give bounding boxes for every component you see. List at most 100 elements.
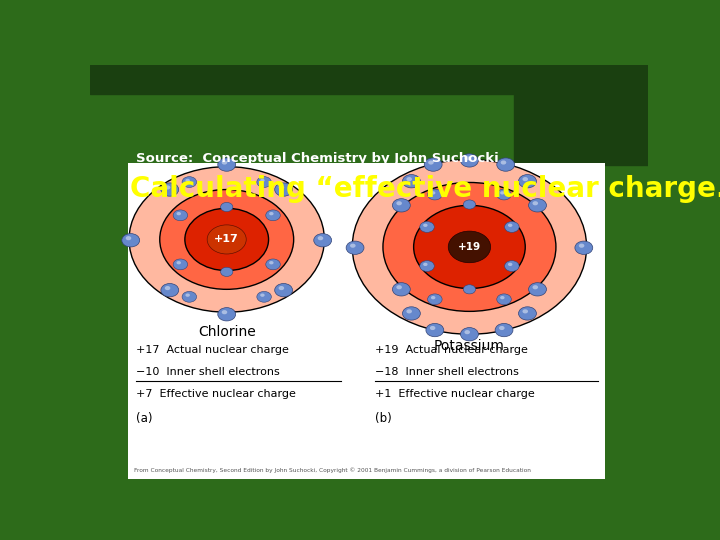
Circle shape [220, 202, 233, 212]
Circle shape [523, 309, 528, 313]
Circle shape [463, 285, 476, 294]
Circle shape [461, 154, 478, 167]
Circle shape [165, 185, 171, 190]
Circle shape [533, 201, 538, 205]
Circle shape [161, 284, 179, 297]
Circle shape [275, 284, 292, 297]
Circle shape [217, 308, 235, 321]
Circle shape [185, 208, 269, 271]
Circle shape [173, 259, 188, 270]
Text: +19: +19 [458, 242, 481, 252]
Circle shape [257, 292, 271, 302]
Circle shape [431, 191, 436, 194]
Circle shape [449, 231, 490, 263]
Text: −10  Inner shell electrons: −10 Inner shell electrons [136, 367, 279, 377]
Circle shape [497, 158, 515, 171]
Circle shape [500, 296, 505, 299]
Circle shape [497, 189, 511, 200]
Circle shape [176, 212, 181, 215]
Circle shape [129, 167, 324, 312]
Text: +17: +17 [215, 234, 239, 245]
Circle shape [318, 236, 323, 240]
Text: Calculating “effective nuclear charge.”: Calculating “effective nuclear charge.” [130, 175, 720, 203]
Bar [514, 65, 648, 165]
Circle shape [528, 282, 546, 296]
Circle shape [499, 326, 505, 330]
Bar [90, 65, 648, 94]
Circle shape [220, 267, 233, 276]
Circle shape [423, 263, 428, 266]
Circle shape [269, 212, 274, 215]
Circle shape [176, 261, 181, 265]
Circle shape [430, 326, 436, 330]
Circle shape [505, 221, 519, 232]
Circle shape [497, 294, 511, 305]
Circle shape [346, 241, 364, 254]
Text: (a): (a) [136, 413, 152, 426]
Circle shape [222, 160, 228, 165]
Circle shape [508, 224, 513, 227]
Circle shape [392, 282, 410, 296]
Circle shape [461, 328, 478, 341]
Text: +17  Actual nuclear charge: +17 Actual nuclear charge [136, 346, 289, 355]
Circle shape [182, 292, 197, 302]
Circle shape [396, 285, 402, 289]
Circle shape [186, 179, 190, 182]
Circle shape [406, 309, 412, 313]
Circle shape [428, 189, 442, 200]
Circle shape [186, 294, 190, 297]
Circle shape [275, 183, 292, 196]
Text: From Conceptual Chemistry, Second Edition by John Suchocki, Copyright © 2001 Ben: From Conceptual Chemistry, Second Editio… [133, 468, 531, 473]
Circle shape [396, 201, 402, 205]
Text: Chlorine: Chlorine [198, 325, 256, 339]
Circle shape [533, 285, 538, 289]
Circle shape [122, 234, 140, 247]
Circle shape [431, 296, 436, 299]
Circle shape [257, 177, 271, 187]
Circle shape [508, 263, 513, 266]
Circle shape [260, 294, 265, 297]
Circle shape [464, 330, 470, 334]
Text: +1  Effective nuclear charge: +1 Effective nuclear charge [374, 389, 534, 399]
Circle shape [383, 183, 556, 312]
Circle shape [266, 210, 280, 221]
Circle shape [260, 179, 265, 182]
Circle shape [528, 199, 546, 212]
Circle shape [207, 225, 246, 254]
Circle shape [352, 160, 587, 334]
Circle shape [414, 205, 526, 288]
Circle shape [222, 310, 228, 314]
Circle shape [464, 156, 470, 160]
Circle shape [505, 261, 519, 272]
Circle shape [402, 174, 420, 188]
Circle shape [579, 244, 585, 248]
Circle shape [523, 177, 528, 181]
Circle shape [392, 199, 410, 212]
Circle shape [423, 224, 428, 227]
Text: (b): (b) [374, 413, 392, 426]
Circle shape [426, 323, 444, 337]
Circle shape [424, 158, 442, 171]
Circle shape [350, 244, 356, 248]
Text: Source:  Conceptual Chemistry by John Suchocki: Source: Conceptual Chemistry by John Suc… [136, 152, 498, 165]
Circle shape [428, 160, 433, 165]
Circle shape [463, 200, 476, 209]
Circle shape [518, 174, 536, 188]
Circle shape [575, 241, 593, 254]
Circle shape [420, 261, 434, 272]
Circle shape [160, 190, 294, 289]
Circle shape [428, 294, 442, 305]
Circle shape [173, 210, 188, 221]
Circle shape [279, 286, 284, 290]
Circle shape [217, 158, 235, 171]
Text: +7  Effective nuclear charge: +7 Effective nuclear charge [136, 389, 296, 399]
Circle shape [406, 177, 412, 181]
Circle shape [126, 236, 131, 240]
Circle shape [269, 261, 274, 265]
Circle shape [402, 307, 420, 320]
Circle shape [495, 323, 513, 337]
Bar [128, 163, 605, 478]
Circle shape [182, 177, 197, 187]
Circle shape [161, 183, 179, 196]
Circle shape [314, 234, 332, 247]
